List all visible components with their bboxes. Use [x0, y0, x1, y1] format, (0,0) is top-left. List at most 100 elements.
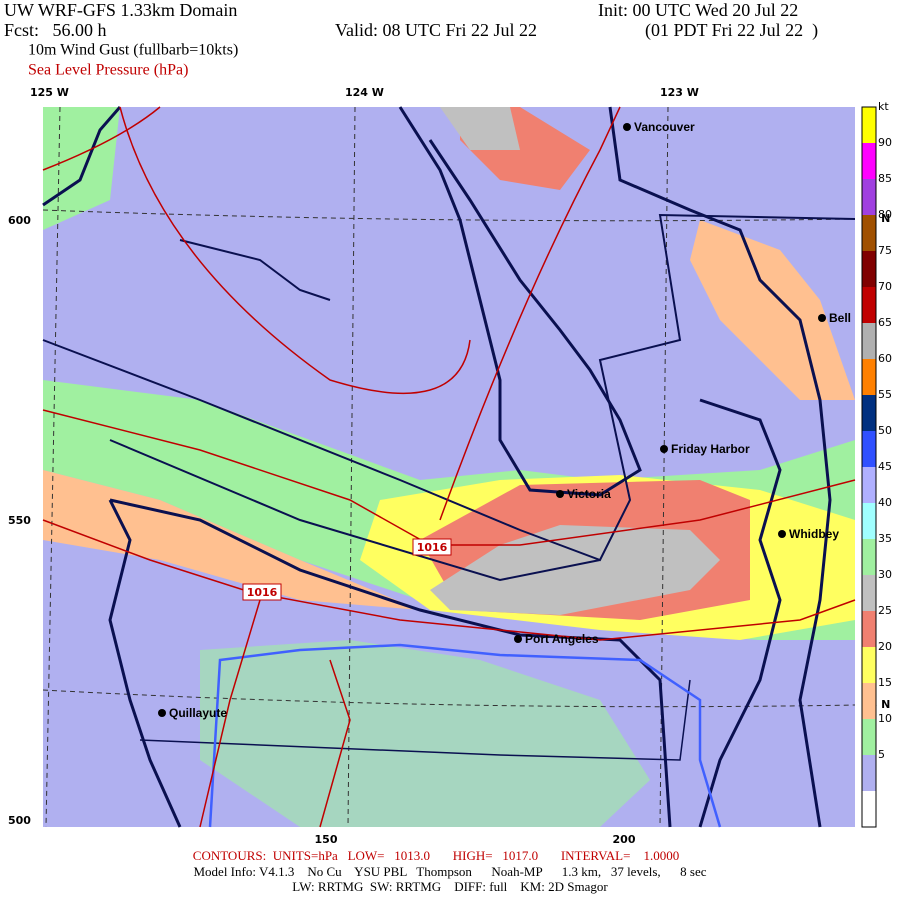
colorbar-label: 85: [878, 172, 892, 185]
colorbar-swatch: [862, 683, 876, 720]
valid-time: Valid: 08 UTC Fri 22 Jul 22: [335, 20, 537, 40]
isobar: [199, 599, 261, 828]
colorbar-swatch: [862, 395, 876, 432]
city-label: Victoria: [567, 487, 611, 501]
meridian: [347, 106, 356, 828]
city-marker: [778, 530, 786, 538]
shading-green-south: [200, 640, 650, 827]
isobar: [42, 106, 161, 171]
city-label: Bell: [829, 311, 851, 325]
colorbar-swatch: [862, 143, 876, 180]
title: UW WRF-GFS 1.33km Domain: [4, 0, 237, 20]
city-label: Vancouver: [634, 120, 695, 134]
colorbar-swatch: [862, 611, 876, 648]
colorbar-swatch: [862, 647, 876, 684]
isobar: [319, 659, 351, 828]
city-label: Quillayute: [169, 706, 227, 720]
colorbar-swatch: [862, 503, 876, 540]
contour-info: CONTOURS: UNITS=hPa LOW= 1013.0 HIGH= 10…: [193, 848, 679, 863]
coastlines: [42, 106, 832, 828]
colorbar-swatch: [862, 539, 876, 576]
colorbar-label: 50: [878, 424, 892, 437]
forecast-hour: Fcst: 56.00 h: [4, 20, 107, 40]
border: [109, 439, 601, 582]
colorbar-frame: [861, 106, 877, 828]
parallel: [42, 209, 856, 222]
isobar: [42, 519, 856, 641]
y-grid-label: 600: [8, 214, 31, 227]
city-marker: [660, 445, 668, 453]
colorbar-swatch: [862, 719, 876, 756]
colorbar-label: 35: [878, 532, 892, 545]
meridian: [659, 106, 669, 828]
longitude-label: 123 W: [660, 86, 699, 99]
contour-field-name: Sea Level Pressure (hPa): [28, 62, 188, 79]
county-line: [139, 679, 691, 761]
colorbar-label: 80: [878, 208, 892, 221]
colorbar-swatch: [862, 323, 876, 360]
colorbar-label: 75: [878, 244, 892, 257]
contour-label-box: [242, 583, 282, 601]
colorbar-label: 70: [878, 280, 892, 293]
city-label: Whidbey: [789, 527, 839, 541]
graticule: [42, 106, 856, 828]
physics-info: LW: RRTMG SW: RRTMG DIFF: full KM: 2D Sm…: [292, 879, 608, 894]
longitude-label: 125 W: [30, 86, 69, 99]
init-time: Init: 00 UTC Wed 20 Jul 22: [598, 0, 798, 20]
colorbar-swatch: [862, 791, 876, 828]
contour-label: 1016: [247, 586, 278, 599]
coastline: [109, 498, 672, 828]
shading-orange-east: [690, 220, 855, 400]
isobar: [439, 106, 621, 521]
colorbar-label: 55: [878, 388, 892, 401]
colorbar-swatch: [862, 251, 876, 288]
colorbar-label: 30: [878, 568, 892, 581]
shading-gray-north: [440, 107, 520, 150]
y-grid-label: 550: [8, 514, 31, 527]
colorbar-label: 20: [878, 640, 892, 653]
colorbar-swatch: [862, 107, 876, 144]
city-marker: [818, 314, 826, 322]
coastline: [179, 239, 331, 301]
colorbar-swatch: [862, 431, 876, 468]
longitude-label: 124 W: [345, 86, 384, 99]
colorbar-swatch: [862, 359, 876, 396]
colorbar: kt 90 85 80 75 70 65 60 55 50 45 40 35 30 25 20 15 10 5: [861, 100, 892, 828]
colorbar-swatch: [862, 755, 876, 792]
parallel: [42, 689, 856, 708]
meridian: [45, 106, 61, 828]
coastline: [698, 398, 782, 828]
coastline: [42, 106, 122, 207]
colorbar-label: 15: [878, 676, 892, 689]
colorbar-swatch: [862, 215, 876, 252]
colorbar-label: 90: [878, 136, 892, 149]
colorbar-swatch: [862, 287, 876, 324]
map: [42, 106, 856, 828]
borders: [42, 213, 856, 761]
shading-gray: [430, 525, 720, 615]
colorbar-label: 40: [878, 496, 892, 509]
shading-green-west: [43, 107, 120, 230]
model-info: Model Info: V4.1.3 No Cu YSU PBL Thompso…: [193, 864, 706, 879]
field-name: 10m Wind Gust (fullbarb=10kts): [28, 42, 238, 59]
colorbar-swatch: [862, 575, 876, 612]
city-label: Port Angeles: [525, 632, 599, 646]
y-grid-label: 500: [8, 814, 31, 827]
isobar: [119, 106, 471, 395]
coastline: [398, 106, 642, 497]
colorbar-unit: kt: [878, 100, 889, 113]
coastline: [608, 106, 832, 828]
coastline: [108, 499, 182, 828]
colorbar-swatch: [862, 467, 876, 504]
colorbar-label: 5: [878, 748, 885, 761]
city-marker: [514, 635, 522, 643]
colorbar-swatch: [862, 179, 876, 216]
colorbar-label: 25: [878, 604, 892, 617]
city-marker: [623, 123, 631, 131]
river: [208, 643, 722, 828]
contour-label: 1016: [417, 541, 448, 554]
local-time: (01 PDT Fri 22 Jul 22 ): [645, 20, 818, 41]
border: [42, 213, 856, 562]
x-grid-label: 200: [613, 833, 636, 846]
